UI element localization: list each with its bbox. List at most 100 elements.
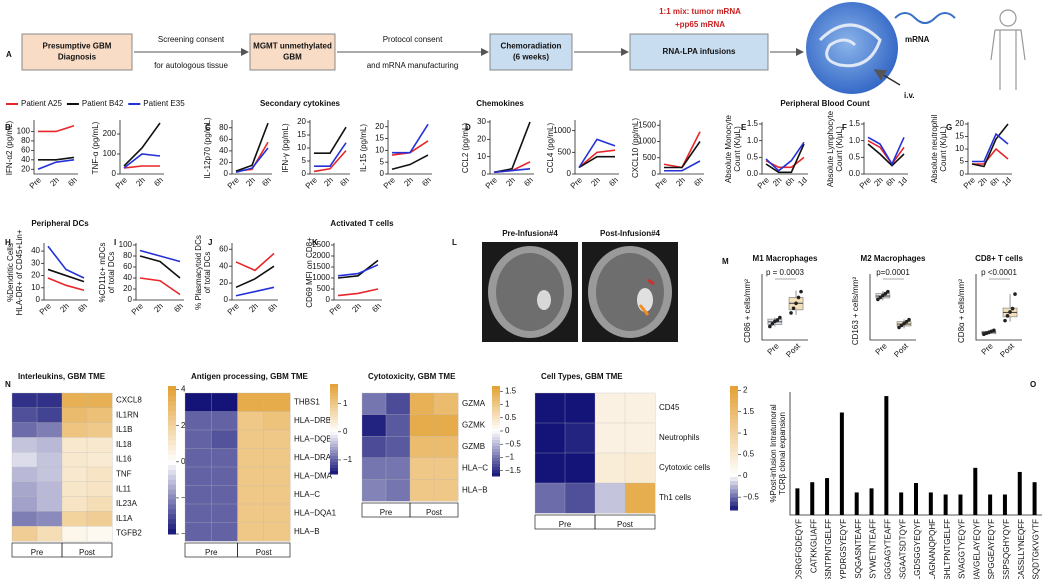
colorbar-step — [730, 456, 738, 461]
x-tick-label: 2h — [589, 176, 602, 189]
flow-box — [21, 33, 133, 71]
point — [770, 321, 775, 326]
x-tick-label: 2h — [152, 302, 165, 315]
y-tick-label: 80 — [219, 123, 228, 132]
y-tick-label: 15 — [375, 134, 384, 143]
y-axis-label: Absolute neutrophil — [930, 115, 939, 184]
panel-label: G — [946, 123, 952, 132]
panel-title: Peripheral DCs — [31, 219, 89, 228]
colorbar-step — [330, 429, 338, 433]
x-tick-label: 6h — [692, 176, 705, 189]
heat-cell — [624, 422, 656, 454]
heat-cell — [61, 466, 88, 483]
colorbar-step — [492, 410, 500, 414]
y-tick-label: 0 — [112, 169, 117, 178]
colorbar-step — [492, 395, 500, 399]
axis — [975, 274, 1022, 341]
point — [789, 311, 793, 315]
panel-label: E — [741, 123, 747, 132]
colorbar-step — [730, 505, 738, 511]
y-tick-label: 30 — [477, 117, 486, 126]
x-tick-label: Pre — [226, 175, 242, 191]
row-label: HLA−B — [462, 485, 488, 494]
row-label: HLA−B — [294, 527, 320, 536]
colorbar-step — [730, 406, 738, 412]
point — [775, 318, 780, 322]
point — [907, 317, 911, 322]
x-tick-label: Pre — [226, 301, 242, 317]
colorbar-step — [492, 440, 500, 444]
mix-text: 1:1 mix: tumor mRNA — [659, 7, 741, 16]
heat-cell — [36, 481, 63, 498]
heat-cell — [534, 452, 566, 484]
y-tick-label: 0 — [224, 169, 229, 178]
heat-cell — [11, 466, 38, 483]
colorbar-step — [492, 431, 500, 435]
axis — [333, 243, 382, 301]
heat-cell — [61, 407, 88, 424]
colorbar-step — [168, 386, 176, 392]
heat-cell — [433, 479, 459, 502]
colorbar-step — [730, 460, 738, 466]
y-tick-label: 1000 — [312, 273, 330, 282]
series-line — [578, 138, 616, 168]
group-label: Post — [256, 548, 273, 557]
colorbar-label: 0.5 — [743, 450, 755, 459]
colorbar-step — [492, 434, 500, 438]
point — [799, 289, 803, 294]
y-tick-label: 5 — [380, 157, 385, 166]
series-line — [38, 156, 75, 161]
y-tick-label: 100 — [119, 240, 133, 249]
group-label: Pre — [205, 548, 218, 557]
series-line — [971, 123, 1009, 168]
colorbar-step — [330, 471, 338, 475]
x-tick-label: 2h — [402, 176, 415, 189]
x-tick-label: 2h — [244, 176, 257, 189]
colorbar-step — [168, 400, 176, 407]
flow-box-text: Chemoradiation — [501, 42, 562, 51]
group-bracket — [409, 502, 459, 518]
y-tick-label: 20 — [31, 271, 40, 280]
colorbar-step — [492, 398, 500, 402]
series-line — [337, 259, 379, 279]
y-tick-label: 15 — [297, 130, 306, 139]
colorbar-step — [168, 514, 176, 520]
heat-cell — [36, 452, 63, 468]
colorbar-step — [730, 435, 738, 441]
y-tick-label: 100 — [17, 127, 31, 136]
group-bracket — [594, 514, 656, 530]
panel-label: A — [6, 50, 12, 59]
colorbar-step — [730, 439, 738, 445]
heat-cell — [385, 457, 411, 480]
row-label: IL1RN — [116, 410, 139, 419]
colorbar-step — [330, 426, 338, 430]
image-title: Post-Infusion#4 — [600, 229, 661, 238]
bar — [914, 483, 918, 515]
brain-image-pre — [482, 242, 578, 342]
colorbar-step — [168, 469, 176, 476]
x-tick-label: Pre — [328, 301, 344, 317]
series-line — [337, 264, 379, 277]
row-label: Cytotoxic cells — [659, 463, 710, 472]
x-tick-label: CASSGGGAGYTEAFF — [883, 519, 892, 579]
colorbar-step — [730, 481, 738, 486]
flow-arrow-text: for autologous tissue — [154, 61, 228, 70]
axis — [869, 274, 916, 341]
y-axis-label: %CD11c+ mDCs — [98, 242, 107, 302]
heat-cell — [409, 436, 435, 459]
colorbar-step — [492, 416, 500, 420]
x-tick-label: CASSPSQGHYQYF — [1002, 519, 1011, 579]
y-tick-label: 10 — [955, 144, 964, 153]
x-tick-label: 6h — [172, 302, 185, 315]
heat-cell — [86, 392, 113, 409]
panel-title: Peripheral Blood Count — [780, 99, 870, 108]
heat-cell — [564, 452, 596, 484]
x-tick-label: Pre — [858, 175, 874, 191]
x-tick-label: CASSLGDSGGYEQYF — [913, 519, 922, 579]
colorbar-step — [330, 450, 338, 454]
heat-cell — [263, 411, 291, 431]
x-tick-label: 6h — [784, 176, 797, 189]
colorbar-label: 0.5 — [505, 413, 517, 422]
point — [876, 297, 880, 302]
series-line — [765, 141, 805, 172]
